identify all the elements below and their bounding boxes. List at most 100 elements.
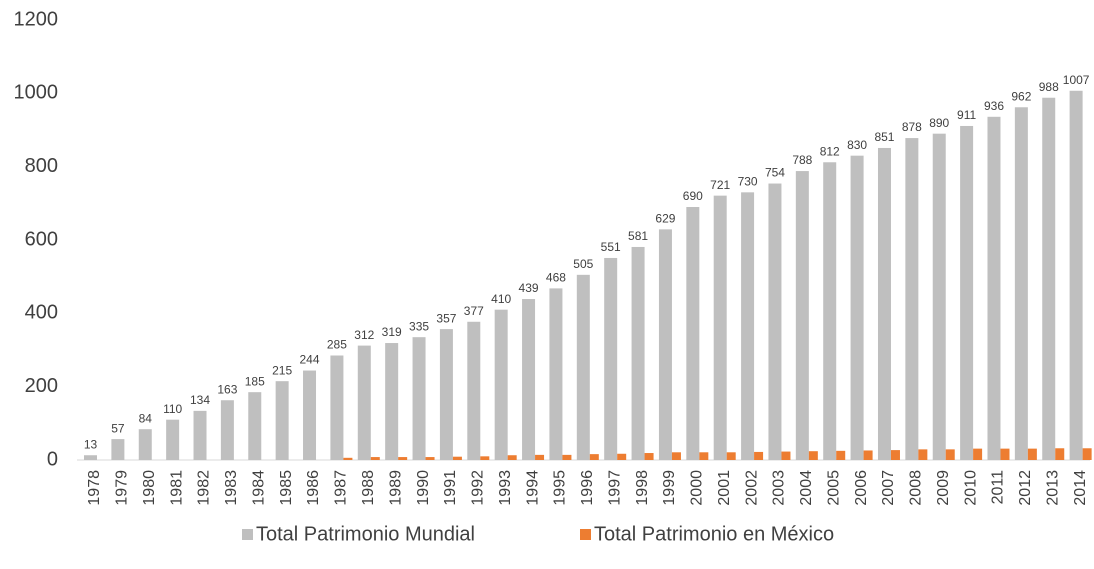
- bar: [1014, 107, 1028, 461]
- data-label: 936: [984, 99, 1004, 113]
- bar: [138, 429, 152, 460]
- bar: [863, 450, 873, 460]
- bar: [1082, 448, 1092, 460]
- x-tick-label: 1983: [223, 470, 240, 506]
- data-label: 730: [738, 175, 758, 189]
- data-label: 84: [139, 411, 153, 425]
- bar: [303, 370, 317, 460]
- bar: [973, 448, 983, 460]
- x-tick-label: 2011: [990, 470, 1007, 505]
- data-label: 285: [327, 338, 347, 352]
- x-tick-label: 2005: [825, 470, 842, 506]
- bar: [1069, 90, 1083, 461]
- y-tick-label: 1000: [14, 82, 59, 104]
- y-tick-label: 1200: [14, 8, 59, 30]
- data-label: 629: [655, 212, 675, 226]
- legend-label: Total Patrimonio en México: [594, 523, 834, 545]
- bar: [741, 192, 755, 461]
- x-tick-label: 1994: [524, 470, 541, 506]
- bar: [945, 449, 955, 460]
- data-label: 163: [217, 382, 237, 396]
- data-label: 721: [710, 178, 730, 192]
- bar: [658, 229, 672, 460]
- bar: [671, 452, 681, 460]
- x-tick-label: 2006: [853, 470, 870, 506]
- bar: [562, 454, 572, 460]
- bar: [589, 454, 599, 460]
- data-label: 812: [820, 144, 840, 158]
- data-label: 1007: [1063, 73, 1090, 87]
- bar: [918, 449, 928, 460]
- data-label: 788: [792, 153, 812, 167]
- data-label: 505: [573, 257, 593, 271]
- bar: [248, 392, 262, 460]
- x-tick-label: 2003: [771, 470, 788, 506]
- bar: [932, 133, 946, 460]
- x-tick-label: 1985: [278, 470, 295, 506]
- data-label: 357: [436, 311, 456, 325]
- x-tick-label: 1993: [497, 470, 514, 506]
- bar: [507, 455, 517, 460]
- bar: [1027, 448, 1037, 460]
- bar: [644, 453, 654, 460]
- bar: [1042, 97, 1056, 460]
- bar: [275, 381, 289, 460]
- data-label: 110: [163, 402, 182, 416]
- x-tick-label: 1998: [634, 470, 651, 506]
- bar: [960, 125, 974, 460]
- bar: [1000, 448, 1010, 460]
- bar: [522, 299, 536, 460]
- x-tick-label: 2012: [1017, 470, 1034, 506]
- legend-swatch: [242, 529, 253, 540]
- data-label: 244: [300, 353, 320, 367]
- bar: [494, 309, 508, 460]
- x-tick-label: 1999: [661, 470, 678, 506]
- data-label: 911: [957, 108, 976, 122]
- bar: [330, 355, 344, 460]
- x-tick-label: 1988: [360, 470, 377, 506]
- bar: [452, 456, 462, 460]
- data-label: 410: [491, 292, 511, 306]
- bar: [850, 155, 864, 460]
- bar: [357, 345, 371, 460]
- data-label: 830: [847, 138, 867, 152]
- bar: [604, 257, 618, 460]
- bar: [617, 453, 627, 460]
- bar: [836, 450, 846, 460]
- x-tick-label: 2001: [716, 470, 733, 506]
- legend-label: Total Patrimonio Mundial: [256, 523, 475, 545]
- bar: [1055, 448, 1065, 460]
- bar: [480, 456, 490, 460]
- x-tick-label: 2013: [1044, 470, 1061, 506]
- x-tick-label: 2014: [1072, 470, 1089, 506]
- legend-swatch: [580, 529, 591, 540]
- x-tick-label: 1980: [141, 470, 158, 506]
- data-label: 134: [190, 393, 210, 407]
- x-tick-label: 1992: [470, 470, 487, 506]
- data-label: 335: [409, 319, 429, 333]
- bar: [768, 183, 782, 461]
- bar: [808, 451, 818, 460]
- bar: [823, 162, 837, 460]
- y-tick-label: 400: [25, 302, 58, 324]
- y-tick-label: 800: [25, 155, 58, 177]
- x-tick-label: 2002: [743, 470, 760, 506]
- bar: [686, 207, 700, 460]
- x-tick-label: 1982: [196, 470, 213, 506]
- data-label: 439: [519, 281, 539, 295]
- bar: [699, 452, 709, 460]
- bar: [398, 457, 408, 460]
- bar: [795, 171, 809, 461]
- bar: [111, 439, 125, 460]
- y-tick-label: 200: [25, 375, 58, 397]
- data-label: 690: [683, 189, 703, 203]
- bar: [425, 457, 435, 460]
- bar: [467, 321, 481, 460]
- bar: [370, 457, 380, 460]
- data-label: 215: [272, 363, 292, 377]
- x-tick-label: 2007: [880, 470, 897, 506]
- x-tick-label: 1984: [250, 470, 267, 506]
- x-tick-label: 2004: [798, 470, 815, 506]
- bar: [549, 288, 563, 460]
- data-label: 581: [628, 229, 648, 243]
